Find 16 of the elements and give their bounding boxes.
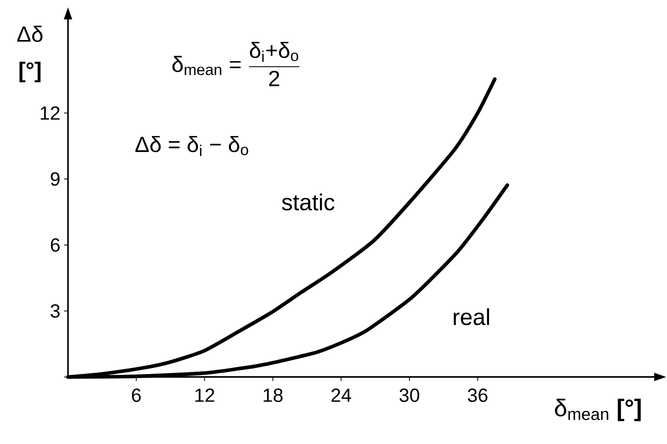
x-tick-label: 6	[132, 388, 141, 402]
x-tick-label: 12	[195, 388, 214, 402]
y-tick-label: 6	[50, 238, 60, 252]
text: static	[282, 194, 334, 210]
annotation: $\text{Δδ = δ}_{\text{i}}\text{ − δ}_{\text{o}}$	[135, 136, 248, 156]
annotation: $\text{δ}_{\text{mean}}\text{ = }\frac{\text{δ}_{\text{i}}\text{+δ}_{\text{o}}}{\text{2}}$	[172, 42, 300, 86]
y-tick-label: 3	[50, 304, 60, 318]
series-label: real	[454, 308, 490, 326]
x-axis-title: δ$_{mean}$ [°]	[554, 398, 641, 422]
x-tick-label: 18	[264, 388, 283, 402]
x-tick-label: 24	[332, 388, 352, 402]
y-tick-label: 12	[40, 106, 60, 120]
y-tick-label: 9	[50, 172, 60, 186]
x-tick-label: 30	[400, 388, 420, 402]
y-axis-title: Δδ [°]	[17, 26, 43, 82]
x-tick-label: 36	[468, 388, 488, 402]
